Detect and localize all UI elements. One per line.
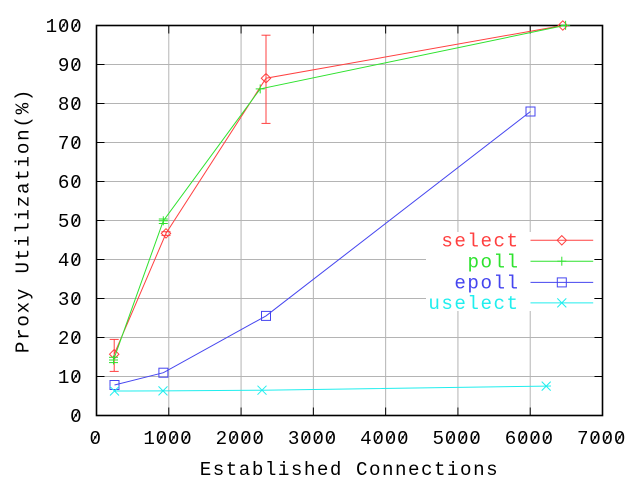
svg-text:60: 60 [58, 172, 83, 194]
svg-text:4000: 4000 [360, 428, 409, 450]
svg-text:select: select [441, 230, 519, 252]
svg-text:poll: poll [467, 251, 519, 273]
svg-text:Proxy Utilization(%): Proxy Utilization(%) [12, 88, 34, 353]
svg-text:80: 80 [58, 94, 83, 116]
svg-text:3000: 3000 [288, 428, 337, 450]
svg-text:20: 20 [58, 328, 83, 350]
svg-text:2000: 2000 [216, 428, 265, 450]
svg-text:5000: 5000 [432, 428, 481, 450]
svg-text:100: 100 [46, 16, 83, 38]
svg-text:40: 40 [58, 250, 83, 272]
svg-text:Established Connections: Established Connections [200, 459, 499, 480]
svg-text:0: 0 [89, 428, 101, 450]
svg-text:90: 90 [58, 55, 83, 77]
svg-text:50: 50 [58, 211, 83, 233]
svg-text:70: 70 [58, 133, 83, 155]
svg-text:epoll: epoll [454, 273, 519, 295]
svg-text:uselect: uselect [428, 293, 519, 315]
svg-text:6000: 6000 [505, 428, 554, 450]
svg-text:30: 30 [58, 289, 83, 311]
svg-text:10: 10 [58, 367, 83, 389]
svg-text:1000: 1000 [143, 428, 192, 450]
svg-text:0: 0 [70, 406, 82, 428]
svg-text:7000: 7000 [577, 428, 626, 450]
